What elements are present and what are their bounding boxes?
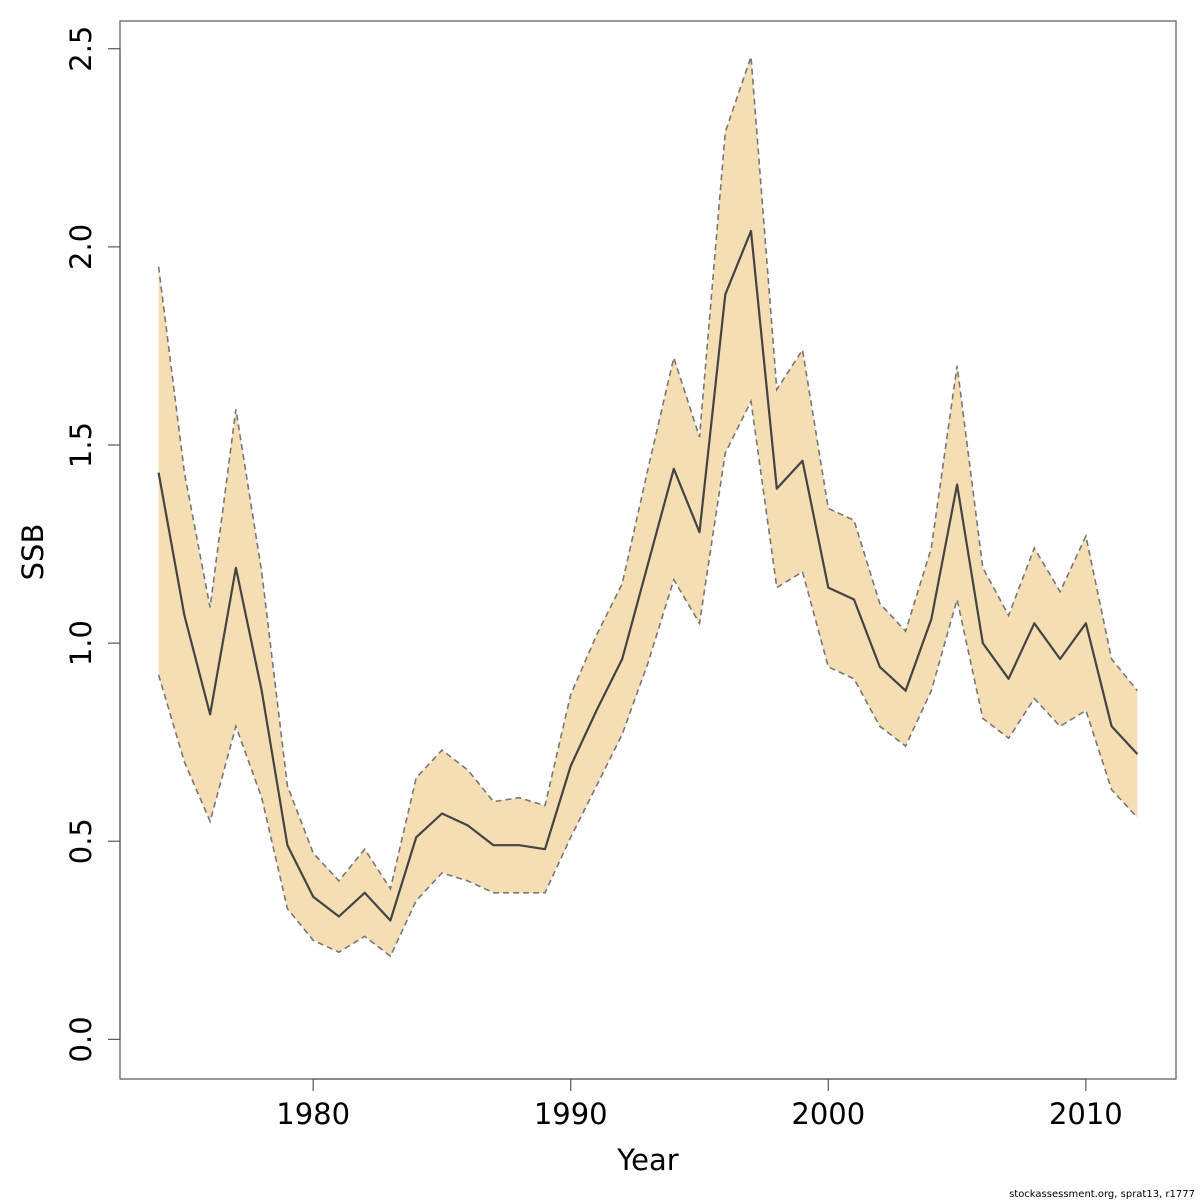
- x-tick-label: 2010: [1049, 1097, 1123, 1131]
- x-tick-label: 2000: [791, 1097, 865, 1131]
- ssb-estimate-line: [157, 229, 1139, 922]
- upper-bound-line: [157, 56, 1139, 891]
- x-axis-title: Year: [616, 1143, 678, 1177]
- ssb-line-layer: [157, 229, 1139, 922]
- x-axis: 1980 1990 2000 2010: [276, 1078, 1123, 1131]
- x-tick-label: 1980: [276, 1097, 350, 1131]
- y-tick-label: 2.5: [64, 26, 98, 72]
- footnote: stockassessment.org, sprat13, r1777: [1009, 1189, 1195, 1200]
- y-tick-label: 1.5: [64, 422, 98, 468]
- y-axis-title: SSB: [16, 524, 50, 581]
- y-tick-label: 2.0: [64, 224, 98, 270]
- confidence-band-layer: [157, 56, 1139, 958]
- y-tick-label: 1.0: [64, 620, 98, 666]
- x-tick-label: 1990: [534, 1097, 608, 1131]
- y-axis: 0.0 0.5 1.0 1.5 2.0 2.5: [64, 26, 121, 1062]
- lower-bound-line: [157, 398, 1138, 958]
- y-tick-label: 0.5: [64, 818, 98, 864]
- confidence-band: [158, 56, 1138, 957]
- y-tick-label: 0.0: [64, 1016, 98, 1062]
